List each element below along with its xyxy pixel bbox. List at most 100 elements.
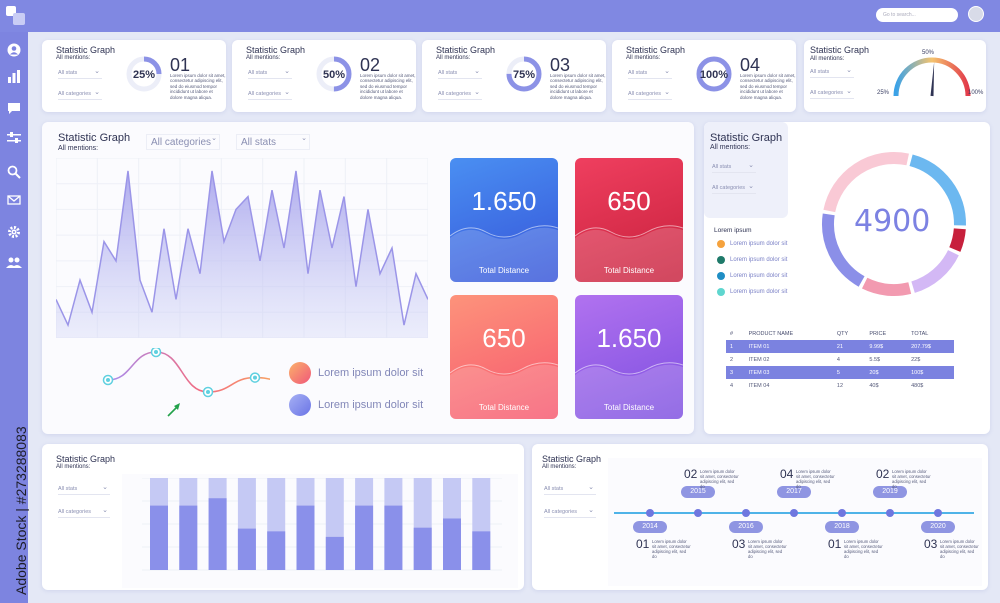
bar[interactable] [237,528,256,570]
product-table: # PRODUCT NAME QTY PRICE TOTAL 1 ITEM 01 21 9.9… [726,328,954,392]
legend-dot [717,256,725,264]
categories-select[interactable]: All categories [248,88,292,100]
gear-icon[interactable] [6,224,22,240]
stats-select[interactable]: All stats [58,67,102,79]
panel-subtitle: All mentions: [58,145,99,152]
panel-subtitle: All mentions: [56,464,91,470]
avatar[interactable] [968,6,984,22]
categories-select[interactable]: All categories [712,182,756,194]
chat-icon[interactable] [6,100,22,116]
stat-tile[interactable]: 650 Total Distance [575,158,683,282]
table-cell: 2 [730,356,734,363]
bar[interactable] [325,536,344,570]
bar[interactable] [413,527,432,570]
progress-ring [696,56,732,92]
timeline-panel: Statistic Graph All mentions: All stats … [532,444,988,590]
app-logo-icon[interactable] [6,6,26,26]
kpi-number: 01 [170,55,191,75]
bar[interactable] [208,498,227,570]
search-icon[interactable] [6,164,22,180]
bar[interactable] [472,531,491,570]
stats-select[interactable]: All stats [544,483,596,495]
timeline-text: Lorem ipsum dolor sit amet, consectetur … [892,469,931,490]
bar[interactable] [267,531,286,570]
card-title: Statistic Graph [436,45,496,55]
timeline-node[interactable] [742,509,750,517]
table-row[interactable]: 1 ITEM 01 21 9.99$ 207.79$ [726,340,954,353]
stats-select[interactable]: All stats [438,67,482,79]
categories-select[interactable]: All categories [810,87,854,99]
stat-tile[interactable]: 1.650 Total Distance [450,158,558,282]
progress-percent: 50% [322,69,346,81]
table-cell: 480$ [911,382,924,389]
legend-item: Lorem ipsum dolor sit [730,273,788,279]
users-icon[interactable] [6,254,22,270]
table-row[interactable]: 4 ITEM 04 12 40$ 480$ [726,379,954,392]
table-cell: 100$ [907,366,954,379]
bar[interactable] [179,505,198,570]
stats-select[interactable]: All stats [712,161,756,173]
categories-select[interactable]: All categories [628,88,672,100]
mail-icon[interactable] [6,192,22,208]
bar[interactable] [296,505,315,570]
bar-chart-icon[interactable] [6,68,22,84]
bar[interactable] [443,518,461,570]
progress-percent: 100% [699,69,729,81]
timeline-year: 2016 [729,521,763,533]
bar[interactable] [384,505,403,570]
categories-select[interactable]: All categories [438,88,482,100]
progress-ring [316,56,352,92]
tile-value: 650 [482,323,526,353]
timeline-node[interactable] [694,509,702,517]
gauge-chart [893,57,971,97]
top-bar: Go to search... [0,0,1000,32]
donut-slice [909,154,966,226]
donut-slice [911,249,959,293]
sliders-icon[interactable] [6,130,22,146]
timeline-node[interactable] [646,509,654,517]
stats-select[interactable]: All stats [248,67,292,79]
legend-dot [717,272,725,280]
progress-arc [126,56,162,92]
stats-select[interactable]: All stats [58,483,110,495]
timeline-node[interactable] [790,509,798,517]
bar-chart [142,478,502,571]
categories-select[interactable]: All categories [146,134,220,150]
stats-select[interactable]: All stats [236,134,310,150]
panel-title: Statistic Graph [58,132,131,144]
panel-title: Statistic Graph [56,454,116,464]
search-input[interactable]: Go to search... [876,8,958,22]
donut-slice [822,213,865,287]
bar[interactable] [150,505,168,570]
card-subtitle: All mentions: [626,55,661,61]
timeline-year: 2014 [633,521,667,533]
stat-tile[interactable]: 1.650 Total Distance [575,295,683,419]
table-cell: 5 [832,366,866,379]
table-header: QTY [836,331,849,337]
timeline-text: Lorem ipsum dolor sit amet, consectetur … [700,469,739,490]
donut-slice [823,152,909,213]
table-header: TOTAL [911,331,929,337]
table-row[interactable]: 3 ITEM 03 5 20$ 100$ [726,366,954,379]
svg-text:Adobe Stock | #273288083: Adobe Stock | #273288083 [13,426,29,595]
stats-select[interactable]: All stats [810,66,854,78]
legend-label-2: Lorem ipsum dolor sit [318,399,424,411]
table-row[interactable]: 2 ITEM 02 4 5.5$ 22$ [726,353,954,366]
categories-select[interactable]: All categories [544,506,596,518]
legend-dot [717,288,725,296]
stat-tile[interactable]: 650 Total Distance [450,295,558,419]
user-icon[interactable] [6,42,22,58]
categories-select[interactable]: All categories [58,506,110,518]
progress-ring [506,56,542,92]
timeline-node[interactable] [934,509,942,517]
kpi-description: Lorem ipsum dolor sit amet, consectetur … [170,73,226,100]
categories-select[interactable]: All categories [58,88,102,100]
table-cell: ITEM 04 [748,382,770,389]
timeline-node[interactable] [886,509,894,517]
stats-select[interactable]: All stats [628,67,672,79]
sidebar [0,32,28,603]
gauge-max-label: 100% [968,90,984,96]
kpi-description: Lorem ipsum dolor sit amet, consectetur … [360,73,416,100]
timeline-node[interactable] [838,509,846,517]
bar[interactable] [355,505,374,570]
